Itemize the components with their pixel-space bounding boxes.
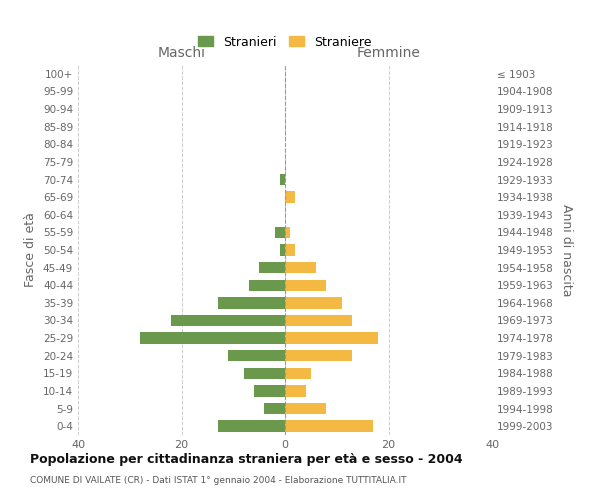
Text: COMUNE DI VAILATE (CR) - Dati ISTAT 1° gennaio 2004 - Elaborazione TUTTITALIA.IT: COMUNE DI VAILATE (CR) - Dati ISTAT 1° g… [30, 476, 407, 485]
Bar [265, 403, 285, 414]
Bar [171, 315, 285, 326]
Bar [280, 244, 285, 256]
Y-axis label: Anni di nascita: Anni di nascita [560, 204, 573, 296]
Legend: Stranieri, Straniere: Stranieri, Straniere [193, 30, 377, 54]
Bar [275, 226, 285, 238]
Bar [249, 280, 285, 291]
Bar [285, 244, 295, 256]
Bar [254, 385, 285, 396]
Bar [228, 350, 285, 362]
Text: Femmine: Femmine [356, 46, 421, 60]
Bar [285, 368, 311, 379]
Bar [285, 350, 352, 362]
Bar [218, 297, 285, 308]
Bar [285, 403, 326, 414]
Bar [285, 280, 326, 291]
Bar [280, 174, 285, 185]
Bar [218, 420, 285, 432]
Bar [285, 192, 295, 203]
Bar [140, 332, 285, 344]
Bar [285, 297, 342, 308]
Bar [244, 368, 285, 379]
Text: Popolazione per cittadinanza straniera per età e sesso - 2004: Popolazione per cittadinanza straniera p… [30, 452, 463, 466]
Bar [285, 385, 306, 396]
Bar [285, 226, 290, 238]
Bar [285, 262, 316, 274]
Bar [285, 315, 352, 326]
Bar [285, 420, 373, 432]
Bar [259, 262, 285, 274]
Y-axis label: Fasce di età: Fasce di età [25, 212, 37, 288]
Text: Maschi: Maschi [157, 46, 205, 60]
Bar [285, 332, 378, 344]
